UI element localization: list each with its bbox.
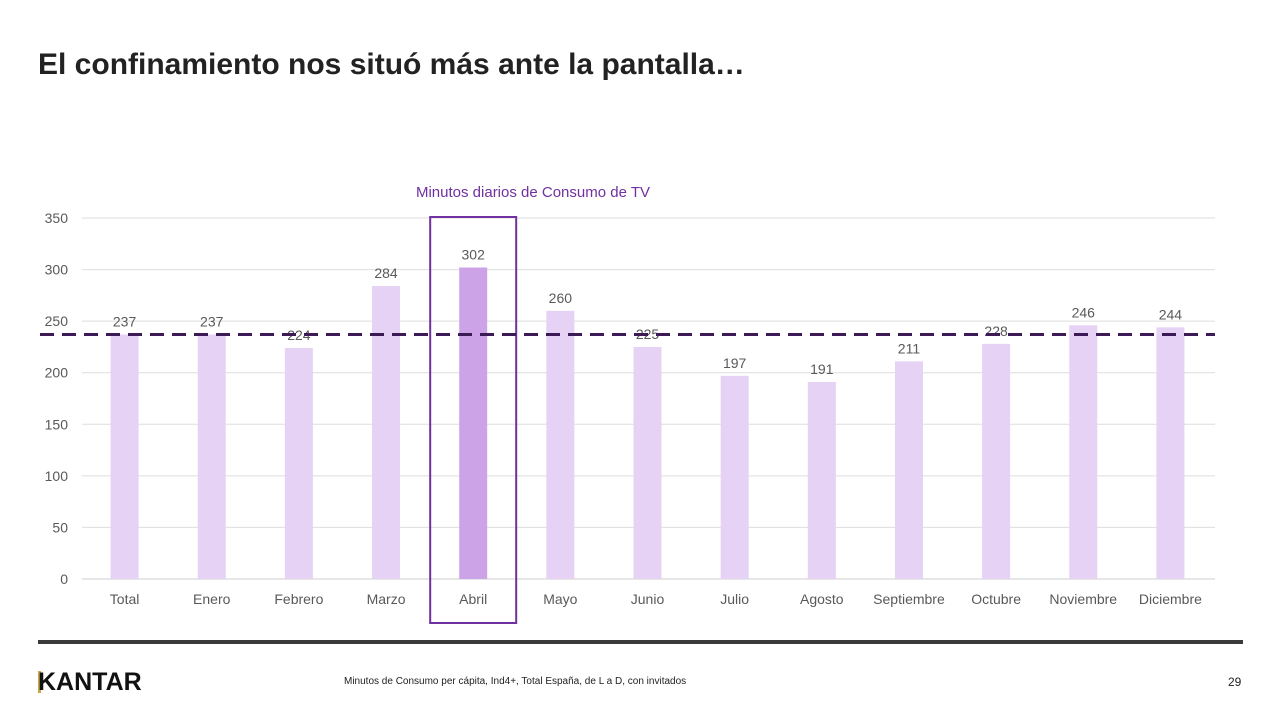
data-label: 237 — [113, 314, 137, 330]
y-tick-label: 150 — [45, 416, 69, 432]
data-label: 197 — [723, 355, 747, 371]
data-label: 228 — [984, 323, 1008, 339]
x-tick-label: Marzo — [367, 591, 406, 607]
bar-marzo — [372, 286, 401, 579]
x-tick-label: Enero — [193, 591, 231, 607]
y-tick-label: 0 — [60, 571, 68, 587]
bar-junio — [633, 346, 662, 579]
bar-octubre — [982, 343, 1011, 579]
footnote: Minutos de Consumo per cápita, Ind4+, To… — [344, 676, 687, 687]
x-tick-label: Total — [110, 591, 140, 607]
bar-febrero — [284, 347, 313, 579]
slide-title: El confinamiento nos situó más ante la p… — [38, 48, 745, 81]
x-tick-label: Octubre — [971, 591, 1021, 607]
x-tick-label: Agosto — [800, 591, 844, 607]
data-label: 211 — [898, 340, 921, 356]
page-number: 29 — [1228, 675, 1242, 689]
bar-agosto — [807, 381, 836, 579]
bar-abril — [459, 267, 488, 579]
data-label: 237 — [200, 314, 224, 330]
data-label: 260 — [549, 290, 573, 306]
x-tick-label: Mayo — [543, 591, 577, 607]
y-tick-label: 350 — [45, 210, 69, 226]
y-tick-label: 250 — [45, 313, 69, 329]
chart-title: Minutos diarios de Consumo de TV — [416, 184, 650, 201]
x-tick-label: Septiembre — [873, 591, 945, 607]
x-tick-label: Febrero — [274, 591, 323, 607]
data-label: 246 — [1072, 304, 1096, 320]
bar-septiembre — [894, 361, 923, 579]
data-label: 191 — [810, 361, 834, 377]
data-label: 302 — [462, 247, 486, 263]
y-tick-label: 100 — [45, 468, 69, 484]
footer-divider — [38, 640, 1243, 644]
bar-enero — [197, 334, 226, 579]
y-tick-label: 300 — [45, 262, 69, 278]
bar-diciembre — [1156, 327, 1185, 579]
x-tick-label: Junio — [631, 591, 665, 607]
bar-mayo — [546, 310, 575, 579]
bar-total — [110, 334, 139, 579]
y-tick-label: 200 — [45, 365, 69, 381]
x-tick-label: Diciembre — [1139, 591, 1202, 607]
y-tick-label: 50 — [52, 519, 68, 535]
kantar-logo: KANTAR — [38, 668, 142, 696]
data-label: 284 — [374, 265, 398, 281]
x-tick-label: Noviembre — [1049, 591, 1117, 607]
bar-noviembre — [1069, 325, 1098, 579]
highlight-box — [429, 216, 518, 624]
data-label: 224 — [287, 327, 311, 343]
bar-chart: 0 50 100 150 200 250 300 350 Minutos diarios de … — [40, 184, 1215, 624]
x-tick-label: Julio — [720, 591, 749, 607]
bar-julio — [720, 375, 749, 579]
x-tick-label: Abril — [459, 591, 487, 607]
data-label: 244 — [1159, 306, 1183, 322]
